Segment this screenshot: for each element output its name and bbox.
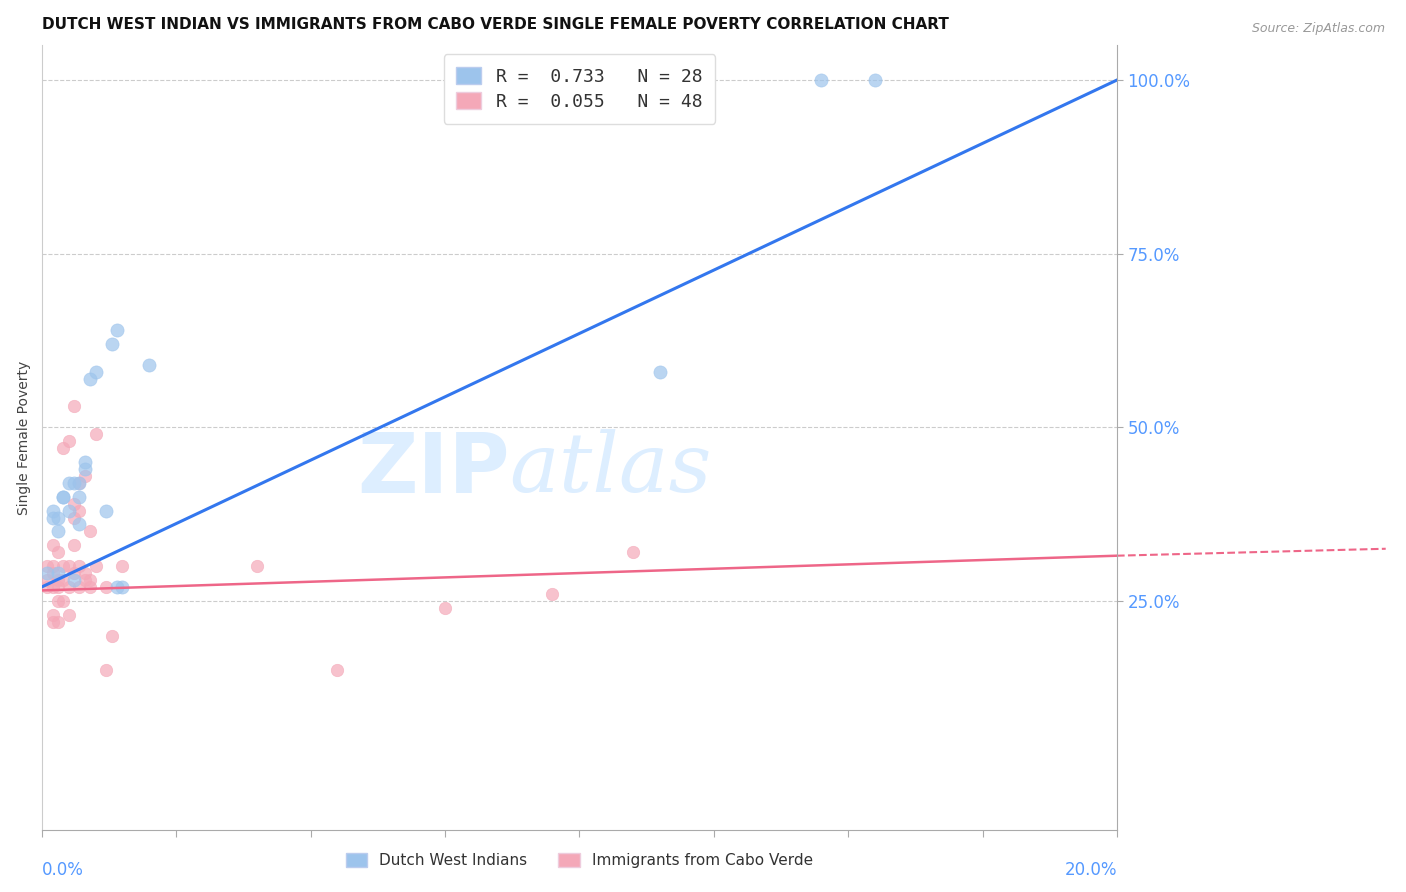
Point bbox=[73, 468, 96, 483]
Text: DUTCH WEST INDIAN VS IMMIGRANTS FROM CABO VERDE SINGLE FEMALE POVERTY CORRELATIO: DUTCH WEST INDIAN VS IMMIGRANTS FROM CAB… bbox=[42, 17, 949, 32]
Point bbox=[63, 497, 86, 511]
Point bbox=[63, 400, 86, 414]
Point bbox=[326, 663, 349, 677]
Point bbox=[100, 337, 122, 351]
Point bbox=[67, 580, 90, 594]
Point bbox=[96, 503, 118, 517]
Point bbox=[67, 503, 90, 517]
Point bbox=[84, 427, 107, 442]
Point bbox=[37, 573, 59, 587]
Text: 0.0%: 0.0% bbox=[42, 862, 83, 880]
Point bbox=[37, 580, 59, 594]
Point bbox=[105, 323, 128, 337]
Point bbox=[52, 490, 75, 504]
Point bbox=[46, 594, 69, 608]
Point bbox=[73, 566, 96, 580]
Point bbox=[246, 559, 269, 574]
Point bbox=[79, 580, 101, 594]
Point bbox=[41, 566, 63, 580]
Point bbox=[52, 490, 75, 504]
Point bbox=[105, 580, 128, 594]
Point bbox=[73, 462, 96, 476]
Point bbox=[67, 517, 90, 532]
Text: ZIP: ZIP bbox=[357, 428, 509, 509]
Point bbox=[41, 607, 63, 622]
Text: Source: ZipAtlas.com: Source: ZipAtlas.com bbox=[1251, 22, 1385, 36]
Point bbox=[41, 559, 63, 574]
Point bbox=[52, 594, 75, 608]
Text: 20.0%: 20.0% bbox=[1064, 862, 1116, 880]
Point bbox=[63, 573, 86, 587]
Point bbox=[63, 475, 86, 490]
Point bbox=[63, 510, 86, 524]
Point bbox=[46, 510, 69, 524]
Point bbox=[41, 615, 63, 629]
Point bbox=[58, 434, 80, 449]
Point bbox=[84, 559, 107, 574]
Point bbox=[96, 580, 118, 594]
Point bbox=[46, 545, 69, 559]
Point bbox=[96, 663, 118, 677]
Point bbox=[46, 573, 69, 587]
Y-axis label: Single Female Poverty: Single Female Poverty bbox=[17, 360, 31, 515]
Point bbox=[100, 629, 122, 643]
Point bbox=[67, 475, 90, 490]
Legend: Dutch West Indians, Immigrants from Cabo Verde: Dutch West Indians, Immigrants from Cabo… bbox=[336, 844, 823, 877]
Point bbox=[41, 580, 63, 594]
Point bbox=[111, 580, 134, 594]
Point bbox=[37, 559, 59, 574]
Point bbox=[58, 559, 80, 574]
Point bbox=[63, 538, 86, 552]
Point bbox=[67, 559, 90, 574]
Point bbox=[37, 566, 59, 580]
Point bbox=[41, 510, 63, 524]
Point bbox=[46, 615, 69, 629]
Point bbox=[73, 573, 96, 587]
Point bbox=[58, 475, 80, 490]
Point bbox=[67, 475, 90, 490]
Point bbox=[63, 566, 86, 580]
Point bbox=[79, 573, 101, 587]
Point bbox=[84, 365, 107, 379]
Point bbox=[46, 566, 69, 580]
Point bbox=[52, 441, 75, 455]
Point bbox=[541, 587, 564, 601]
Point bbox=[810, 73, 832, 87]
Point bbox=[46, 524, 69, 539]
Point bbox=[58, 503, 80, 517]
Point bbox=[863, 73, 886, 87]
Point bbox=[58, 607, 80, 622]
Point bbox=[138, 358, 160, 372]
Point bbox=[621, 545, 644, 559]
Point bbox=[79, 371, 101, 385]
Point bbox=[58, 580, 80, 594]
Point bbox=[79, 524, 101, 539]
Point bbox=[433, 600, 456, 615]
Point bbox=[67, 490, 90, 504]
Point bbox=[648, 365, 671, 379]
Point bbox=[73, 455, 96, 469]
Point bbox=[41, 538, 63, 552]
Point bbox=[52, 559, 75, 574]
Text: atlas: atlas bbox=[509, 429, 711, 509]
Point bbox=[41, 503, 63, 517]
Point bbox=[52, 573, 75, 587]
Point bbox=[46, 580, 69, 594]
Point bbox=[111, 559, 134, 574]
